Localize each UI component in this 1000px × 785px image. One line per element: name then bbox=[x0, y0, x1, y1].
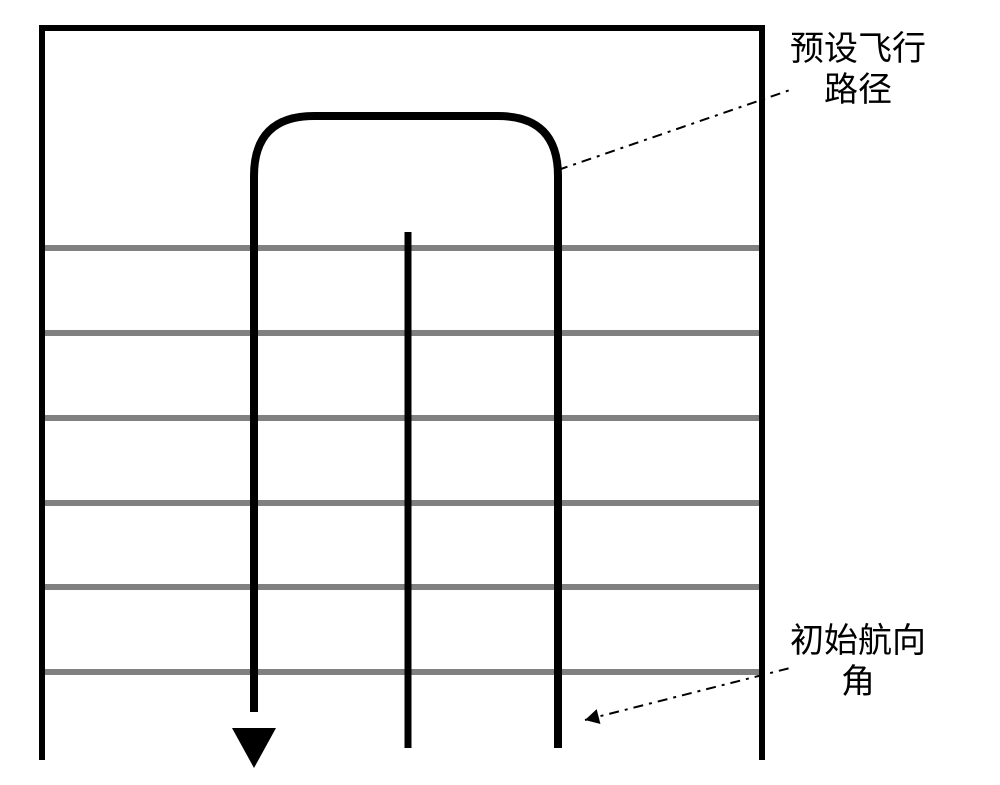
diagram-container: 预设飞行 路径 初始航向 角 bbox=[0, 0, 1000, 785]
label-heading-line1: 初始航向 bbox=[790, 623, 926, 660]
label-heading-line2: 角 bbox=[841, 664, 875, 701]
label-preset-line1: 预设飞行 bbox=[790, 31, 926, 68]
label-preset-flight-path: 预设飞行 路径 bbox=[790, 30, 926, 112]
label-initial-heading-angle: 初始航向 角 bbox=[790, 622, 926, 704]
label-preset-line2: 路径 bbox=[824, 72, 892, 109]
